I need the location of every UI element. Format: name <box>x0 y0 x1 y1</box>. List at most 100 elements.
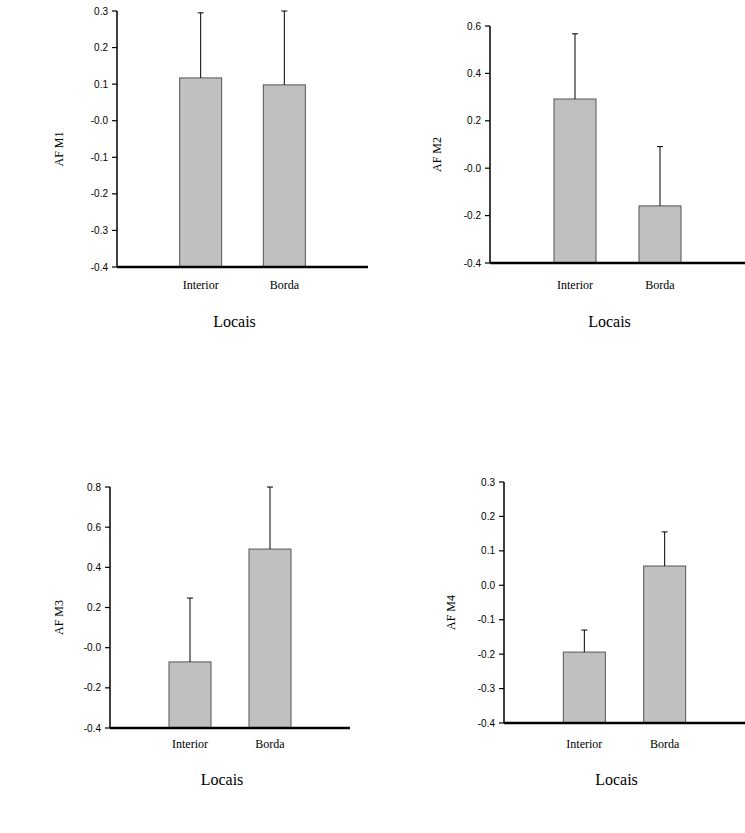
tick-label: 0.4 <box>467 68 481 79</box>
tick <box>485 73 490 74</box>
tick-label: 0.1 <box>94 79 108 90</box>
tick <box>112 193 117 194</box>
bars <box>554 34 681 263</box>
tick-label: 0.1 <box>481 545 495 556</box>
tick-label: -0.4 <box>84 723 102 734</box>
category-label: Interior <box>557 278 593 292</box>
x-axis-title: Locais <box>588 313 631 330</box>
error-bar <box>281 11 287 85</box>
error-bar <box>581 630 587 652</box>
tick <box>485 262 490 263</box>
y-axis-title: AF M1 <box>52 131 66 166</box>
tick <box>112 157 117 158</box>
error-bar <box>187 598 193 662</box>
error-bar <box>572 34 578 99</box>
tick-label: -0.4 <box>478 718 496 729</box>
error-bar <box>662 532 668 566</box>
tick <box>485 120 490 121</box>
tick <box>112 266 117 267</box>
bars <box>180 11 306 267</box>
category-label: Borda <box>270 278 300 292</box>
tick-label: -0.2 <box>478 649 496 660</box>
tick <box>112 120 117 121</box>
category-label: Interior <box>172 737 208 751</box>
bars <box>563 532 685 723</box>
x-axis <box>504 722 745 725</box>
tick <box>112 230 117 231</box>
category-label: Borda <box>255 737 285 751</box>
figure: Interior Borda 0.3 0.2 0.1 -0.0 -0.1 -0.2 -0.3 -0… <box>0 0 745 833</box>
chart: InteriorBorda0.80.60.40.2-0.0-0.2-0.4AF … <box>52 482 350 789</box>
tick <box>499 688 504 689</box>
tick <box>105 486 110 487</box>
tick <box>105 567 110 568</box>
tick-label: -0.2 <box>464 210 482 221</box>
tick-label: -0.0 <box>84 642 102 653</box>
x-axis-title: Locais <box>201 771 244 788</box>
bar <box>249 549 291 728</box>
bar <box>639 206 681 263</box>
tick-label: 0.2 <box>467 115 481 126</box>
y-axis <box>116 11 118 267</box>
tick-label: 0.6 <box>87 522 101 533</box>
tick <box>499 481 504 482</box>
chart: Interior Borda 0.6 0.4 0.2 -0.0 -0.2 -0.4 AF M2 L… <box>430 21 745 331</box>
x-axis-title: Locais <box>213 313 256 330</box>
chart: Interior Borda 0.3 0.2 0.1 0.0 -0.1 -0.2 -0.3 -0.… <box>444 477 745 789</box>
tick <box>105 607 110 608</box>
y-axis <box>489 26 491 263</box>
tick <box>499 516 504 517</box>
tick <box>112 47 117 48</box>
chart: InteriorBorda0.30.20.1-0.0-0.1-0.2-0.3-0… <box>52 6 368 331</box>
category-label: Borda <box>650 737 680 751</box>
category-label: Interior <box>566 737 602 751</box>
tick <box>499 550 504 551</box>
x-axis <box>490 262 745 265</box>
tick <box>485 25 490 26</box>
tick-label: -0.1 <box>478 614 496 625</box>
tick-label: 0.4 <box>87 562 101 573</box>
error-bar <box>267 487 273 549</box>
tick <box>499 722 504 723</box>
tick-label: -0.4 <box>91 262 109 273</box>
tick-label: 0.3 <box>481 477 495 488</box>
y-axis <box>503 482 505 723</box>
tick-label: 0.3 <box>94 6 108 17</box>
bars <box>169 487 291 728</box>
tick-label: 0.0 <box>481 580 495 591</box>
y-axis-title: AF M4 <box>444 595 458 630</box>
tick-label: 0.2 <box>481 511 495 522</box>
x-axis-title: Locais <box>595 771 638 788</box>
y-axis-title: AF M2 <box>430 137 444 172</box>
tick <box>499 585 504 586</box>
x-axis <box>110 727 350 730</box>
y-axis-title: AF M3 <box>52 600 66 635</box>
tick-label: 0.2 <box>87 602 101 613</box>
tick <box>105 527 110 528</box>
bar <box>563 652 605 723</box>
error-bar <box>657 147 663 206</box>
x-axis <box>117 266 368 269</box>
tick-label: -0.2 <box>91 188 109 199</box>
tick-label: -0.4 <box>464 258 482 269</box>
bar <box>554 99 596 263</box>
tick-label: -0.1 <box>91 152 109 163</box>
tick <box>499 654 504 655</box>
tick <box>499 619 504 620</box>
tick-label: -0.0 <box>464 163 482 174</box>
bar <box>169 662 211 728</box>
tick <box>112 84 117 85</box>
tick <box>485 215 490 216</box>
tick-label: -0.3 <box>478 683 496 694</box>
tick-label: -0.0 <box>91 115 109 126</box>
category-label: Borda <box>645 278 675 292</box>
bar <box>180 78 222 267</box>
tick-label: 0.6 <box>467 21 481 32</box>
tick <box>105 647 110 648</box>
tick <box>485 168 490 169</box>
bar <box>644 566 686 723</box>
tick-label: 0.8 <box>87 482 101 493</box>
bar <box>263 85 305 267</box>
tick <box>105 687 110 688</box>
tick <box>105 727 110 728</box>
